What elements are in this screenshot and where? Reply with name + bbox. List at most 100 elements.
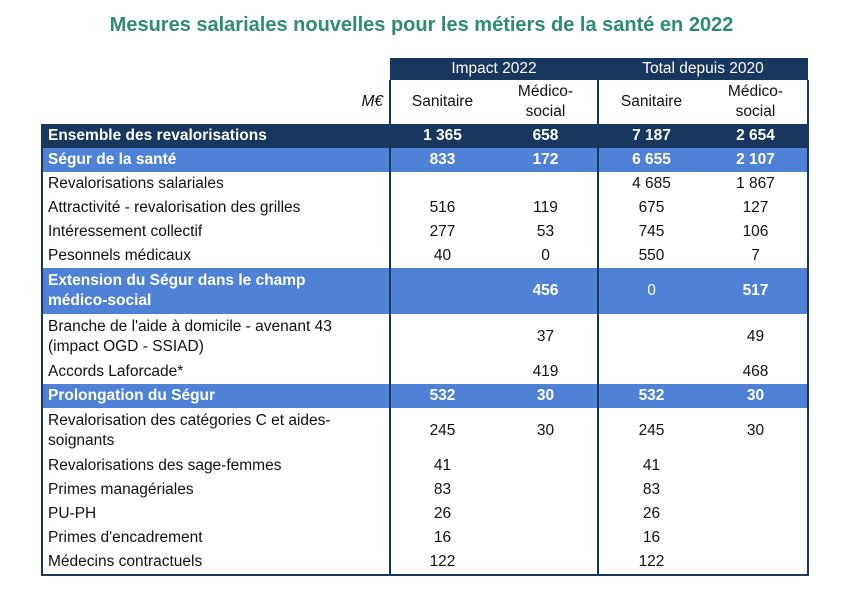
- cell: 127: [704, 196, 809, 220]
- cell: 40: [389, 244, 494, 268]
- cell: [704, 478, 809, 502]
- cell: 516: [389, 196, 494, 220]
- table-row: Branche de l'aide à domicile - avenant 4…: [41, 314, 809, 360]
- cell: [494, 172, 598, 196]
- col-header-medico-2022: Médico-social: [517, 83, 574, 120]
- table-row: Pesonnels médicaux 40 0 550 7: [41, 244, 809, 268]
- header-group-row: Impact 2022 Total depuis 2020: [42, 58, 808, 80]
- col-header-sanitaire-total: Sanitaire: [597, 80, 704, 124]
- row-label: Primes managériales: [41, 478, 390, 502]
- cell: [494, 502, 598, 526]
- cell: 245: [389, 408, 494, 454]
- row-label: Ségur de la santé: [41, 148, 390, 172]
- cell: 1 365: [389, 124, 494, 148]
- row-label: Accords Laforcade*: [41, 360, 390, 384]
- cell: [704, 526, 809, 550]
- row-label: Pesonnels médicaux: [41, 244, 390, 268]
- cell: 106: [704, 220, 809, 244]
- cell: 30: [494, 384, 598, 408]
- cell: 53: [536, 223, 555, 240]
- cell: 532: [389, 384, 494, 408]
- cell: [597, 314, 704, 360]
- cell: 26: [389, 502, 494, 526]
- cell: 7 187: [597, 124, 704, 148]
- cell: [494, 526, 598, 550]
- page-title: Mesures salariales nouvelles pour les mé…: [109, 14, 734, 36]
- cell: 675: [597, 196, 704, 220]
- table-row: Médecins contractuels 122 122: [41, 550, 809, 576]
- cell: [704, 550, 809, 576]
- cell: 83: [597, 478, 704, 502]
- cell: [389, 172, 494, 196]
- cell: [704, 454, 809, 478]
- col-header-medico-total: Médico-social: [704, 80, 809, 124]
- cell: [597, 360, 704, 384]
- table-row: Accords Laforcade* 419 468: [41, 360, 809, 384]
- cell: 550: [597, 244, 704, 268]
- table-row: Ensemble des revalorisations 1 365 658 7…: [41, 124, 809, 148]
- row-label: Attractivité - revalorisation des grille…: [41, 196, 390, 220]
- row-label: Revalorisations salariales: [41, 172, 390, 196]
- cell: 517: [704, 268, 809, 314]
- row-label: Prolongation du Ségur: [41, 384, 390, 408]
- cell: 30: [704, 384, 809, 408]
- cell: 119: [533, 199, 558, 216]
- cell: 83: [389, 478, 494, 502]
- table-row: PU-PH 26 26: [41, 502, 809, 526]
- cell: [494, 550, 598, 576]
- cell: 30: [704, 408, 809, 454]
- cell: 172: [494, 148, 598, 172]
- table-row: Revalorisation des catégories C et aides…: [41, 408, 809, 454]
- cell: 26: [597, 502, 704, 526]
- row-label: Intéressement collectif: [41, 220, 390, 244]
- header-total-depuis-2020: Total depuis 2020: [598, 58, 808, 80]
- cell: 2 107: [704, 148, 809, 172]
- cell: 419: [532, 363, 559, 380]
- cell: 245: [597, 408, 704, 454]
- cell: [494, 478, 598, 502]
- cell: 0: [541, 247, 550, 264]
- cell: 0: [597, 268, 704, 314]
- cell: [389, 268, 494, 314]
- table-row: Ségur de la santé 833 172 6 655 2 107: [41, 148, 809, 172]
- cell: 833: [389, 148, 494, 172]
- row-label: PU-PH: [41, 502, 390, 526]
- cell: 658: [494, 124, 598, 148]
- cell: 41: [597, 454, 704, 478]
- table-row: Extension du Ségur dans le champ médico-s…: [41, 268, 809, 314]
- row-label: Revalorisations des sage-femmes: [41, 454, 390, 478]
- cell: 1 867: [704, 172, 809, 196]
- table-row: Primes d'encadrement 16 16: [41, 526, 809, 550]
- cell: 745: [597, 220, 704, 244]
- table-row: Prolongation du Ségur 532 30 532 30: [41, 384, 809, 408]
- row-label: Médecins contractuels: [41, 550, 390, 576]
- row-label: Revalorisation des catégories C et aides…: [41, 408, 390, 454]
- table-row: Attractivité - revalorisation des grille…: [41, 196, 809, 220]
- cell: 6 655: [597, 148, 704, 172]
- cell: 37: [536, 328, 555, 345]
- cell: 122: [597, 550, 704, 576]
- row-label: Primes d'encadrement: [41, 526, 390, 550]
- cell: 122: [389, 550, 494, 576]
- cell: 30: [536, 422, 555, 439]
- cell: 468: [704, 360, 809, 384]
- cell: 456: [494, 268, 598, 314]
- cell: 277: [389, 220, 494, 244]
- cell: [704, 502, 809, 526]
- cell: [494, 454, 598, 478]
- cell: [389, 314, 494, 360]
- table-row: Primes managériales 83 83: [41, 478, 809, 502]
- salary-measures-table: Impact 2022 Total depuis 2020 M€ Sanitai…: [41, 58, 809, 576]
- header-impact-2022: Impact 2022: [390, 58, 598, 80]
- table-row: Intéressement collectif 277 53 745 106: [41, 220, 809, 244]
- table-row: Revalorisations des sage-femmes 41 41: [41, 454, 809, 478]
- cell: 532: [597, 384, 704, 408]
- cell: 16: [597, 526, 704, 550]
- table-row: Revalorisations salariales 4 685 1 867: [41, 172, 809, 196]
- cell: 7: [704, 244, 809, 268]
- col-header-sanitaire-2022: Sanitaire: [389, 80, 494, 124]
- row-label: Branche de l'aide à domicile - avenant 4…: [41, 314, 390, 360]
- header-sub-row: M€ Sanitaire Médico-social Sanitaire Méd…: [42, 80, 809, 124]
- unit-label: M€: [361, 93, 383, 110]
- row-label: Ensemble des revalorisations: [41, 124, 390, 148]
